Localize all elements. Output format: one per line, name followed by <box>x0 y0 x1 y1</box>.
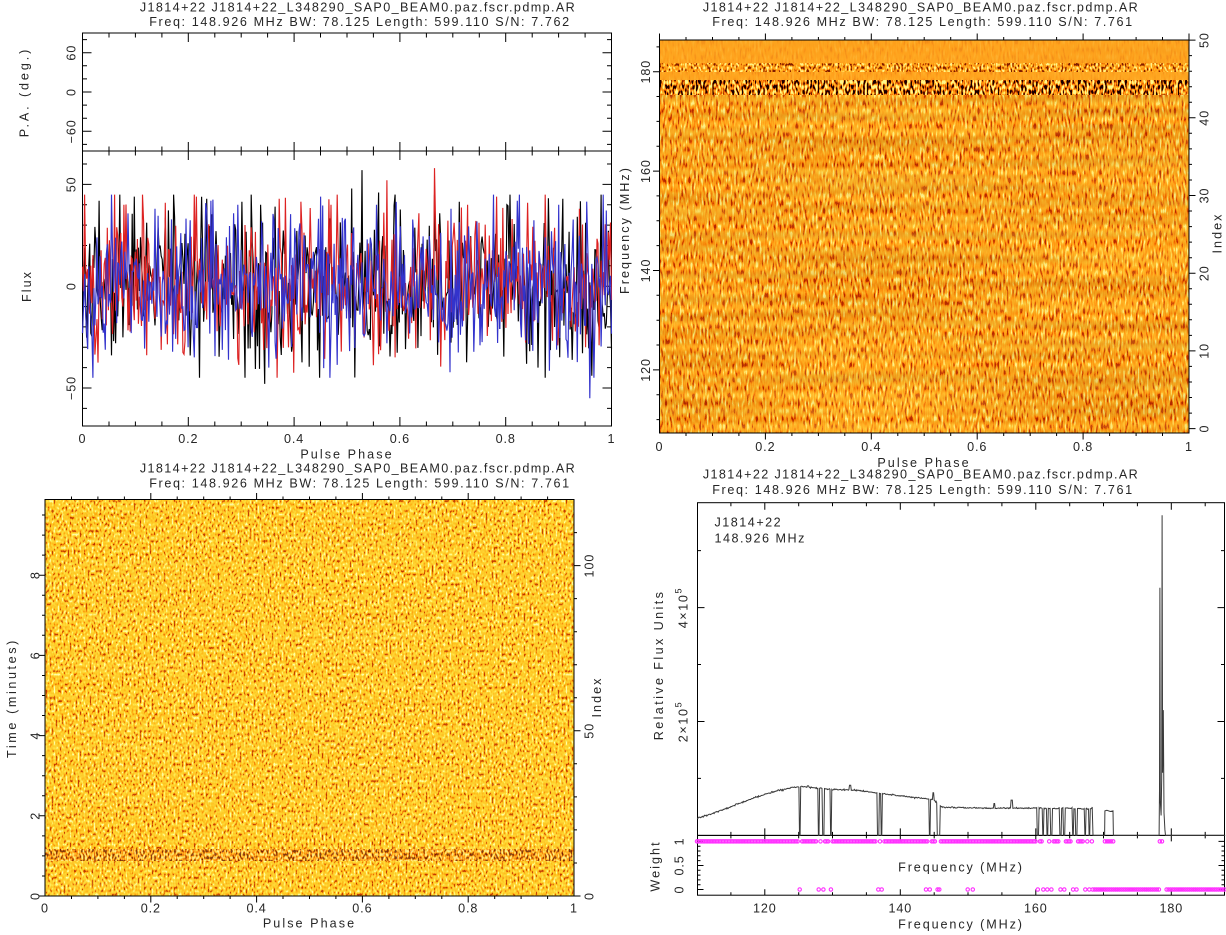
svg-text:2: 2 <box>29 812 43 820</box>
svg-text:60: 60 <box>65 45 79 61</box>
svg-text:30: 30 <box>1198 188 1212 204</box>
svg-text:160: 160 <box>639 159 653 183</box>
svg-text:0.6: 0.6 <box>390 432 410 446</box>
svg-text:0.2: 0.2 <box>755 440 775 454</box>
svg-text:0.2: 0.2 <box>178 432 198 446</box>
svg-text:J1814+22 J1814+22_L348290_SAP0: J1814+22 J1814+22_L348290_SAP0_BEAM0.paz… <box>703 468 1139 482</box>
svg-text:40: 40 <box>1198 110 1212 126</box>
svg-text:148.926 MHz: 148.926 MHz <box>715 532 806 546</box>
svg-text:Freq: 148.926 MHz BW: 78.125 L: Freq: 148.926 MHz BW: 78.125 Length: 599… <box>712 483 1133 497</box>
svg-text:Freq: 148.926 MHz BW: 78.125 L: Freq: 148.926 MHz BW: 78.125 Length: 599… <box>149 477 570 491</box>
svg-text:120: 120 <box>753 902 777 916</box>
svg-text:Time (minutes): Time (minutes) <box>5 638 19 758</box>
svg-text:0: 0 <box>65 282 79 290</box>
svg-text:0: 0 <box>673 886 687 894</box>
svg-text:2×105: 2×105 <box>674 701 691 742</box>
svg-text:1: 1 <box>608 432 616 446</box>
svg-text:4: 4 <box>29 732 43 740</box>
svg-text:0.8: 0.8 <box>496 432 516 446</box>
svg-text:Relative Flux Units: Relative Flux Units <box>652 590 666 741</box>
svg-text:Frequency (MHz): Frequency (MHz) <box>618 166 632 294</box>
svg-text:Index: Index <box>590 676 604 717</box>
svg-text:50: 50 <box>583 723 597 739</box>
svg-text:0: 0 <box>65 88 79 96</box>
svg-text:0.2: 0.2 <box>141 902 161 916</box>
svg-text:0: 0 <box>583 892 597 900</box>
svg-text:1: 1 <box>1185 440 1193 454</box>
svg-text:J1814+22 J1814+22_L348290_SAP0: J1814+22 J1814+22_L348290_SAP0_BEAM0.paz… <box>703 0 1139 14</box>
svg-text:Weight: Weight <box>649 840 663 891</box>
svg-text:100: 100 <box>583 554 597 578</box>
svg-text:0.4: 0.4 <box>861 440 881 454</box>
svg-text:Frequency (MHz): Frequency (MHz) <box>898 861 1024 875</box>
svg-text:0: 0 <box>79 432 87 446</box>
svg-text:−60: −60 <box>65 119 79 143</box>
svg-text:0.5: 0.5 <box>673 855 687 875</box>
svg-text:0: 0 <box>41 902 49 916</box>
svg-text:8: 8 <box>29 571 43 579</box>
svg-text:0.4: 0.4 <box>246 902 266 916</box>
svg-text:0: 0 <box>29 892 43 900</box>
svg-text:120: 120 <box>639 358 653 382</box>
svg-text:J1814+22: J1814+22 <box>715 516 783 530</box>
svg-text:50: 50 <box>1198 32 1212 48</box>
svg-text:50: 50 <box>65 176 79 192</box>
svg-text:0.8: 0.8 <box>1073 440 1093 454</box>
svg-text:Freq: 148.926 MHz BW: 78.125 L: Freq: 148.926 MHz BW: 78.125 Length: 599… <box>149 15 570 29</box>
svg-text:Flux: Flux <box>20 270 34 302</box>
svg-text:Frequency (MHz): Frequency (MHz) <box>898 918 1024 932</box>
svg-text:Pulse Phase: Pulse Phase <box>263 917 356 931</box>
svg-text:140: 140 <box>888 902 912 916</box>
svg-text:180: 180 <box>639 60 653 84</box>
svg-text:0.6: 0.6 <box>967 440 987 454</box>
svg-text:6: 6 <box>29 651 43 659</box>
svg-text:0.8: 0.8 <box>458 902 478 916</box>
svg-text:160: 160 <box>1024 902 1048 916</box>
svg-text:Index: Index <box>1211 212 1225 253</box>
svg-text:J1814+22 J1814+22_L348290_SAP0: J1814+22 J1814+22_L348290_SAP0_BEAM0.paz… <box>140 0 576 14</box>
svg-text:180: 180 <box>1159 902 1183 916</box>
svg-text:1: 1 <box>570 902 578 916</box>
svg-text:−50: −50 <box>65 376 79 400</box>
svg-text:Pulse Phase: Pulse Phase <box>300 448 393 462</box>
svg-text:P.A. (deg.): P.A. (deg.) <box>18 47 32 137</box>
svg-text:J1814+22 J1814+22_L348290_SAP0: J1814+22 J1814+22_L348290_SAP0_BEAM0.paz… <box>140 462 576 476</box>
svg-text:0: 0 <box>1198 425 1212 433</box>
svg-text:0: 0 <box>656 440 664 454</box>
svg-text:1: 1 <box>673 837 687 845</box>
svg-text:10: 10 <box>1198 343 1212 359</box>
svg-text:0.4: 0.4 <box>284 432 304 446</box>
svg-text:Pulse Phase: Pulse Phase <box>877 456 970 470</box>
svg-text:0.6: 0.6 <box>352 902 372 916</box>
svg-text:140: 140 <box>639 259 653 283</box>
svg-text:4×105: 4×105 <box>674 587 691 628</box>
svg-text:20: 20 <box>1198 265 1212 281</box>
svg-text:Freq: 148.926 MHz BW: 78.125 L: Freq: 148.926 MHz BW: 78.125 Length: 599… <box>712 15 1133 29</box>
